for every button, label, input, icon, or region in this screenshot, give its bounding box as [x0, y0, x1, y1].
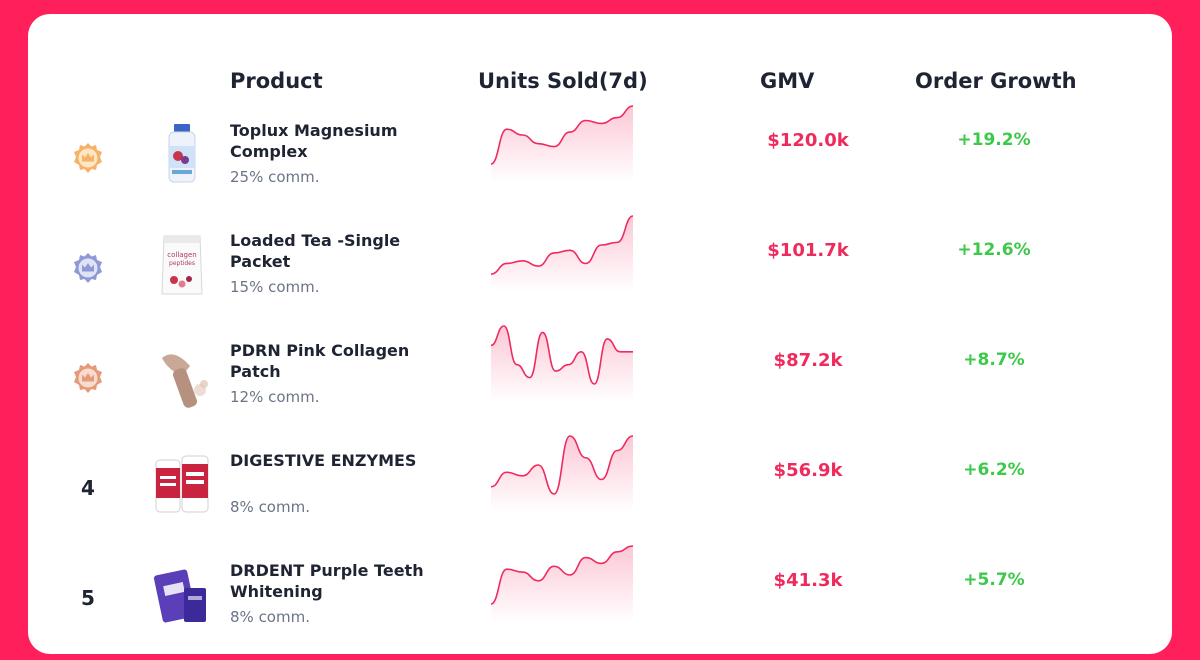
- header-product: Product: [230, 69, 323, 93]
- order-growth-value: +5.7%: [963, 570, 1025, 590]
- sparkline-chart: [490, 542, 634, 622]
- header-order-growth: Order Growth: [915, 69, 1077, 93]
- product-row[interactable]: 5 DRDENT Purple Teeth Whitening 8% comm.…: [28, 545, 1172, 660]
- sparkline-line: [490, 215, 634, 275]
- product-name[interactable]: PDRN Pink Collagen Patch: [230, 341, 410, 381]
- order-growth-value: +19.2%: [957, 130, 1031, 150]
- gmv-value: $87.2k: [773, 350, 843, 371]
- sparkline-area: [491, 546, 633, 622]
- product-name[interactable]: Toplux Magnesium Complex: [230, 121, 398, 161]
- sparkline-line: [490, 545, 634, 605]
- bronze-crown-badge-icon: [72, 362, 104, 394]
- commission-rate: 8% comm.: [230, 608, 310, 626]
- sparkline-svg: [490, 435, 634, 512]
- sparkline-chart: [490, 432, 634, 512]
- commission-rate: 25% comm.: [230, 168, 320, 186]
- sparkline-area: [491, 216, 633, 292]
- product-name[interactable]: DIGESTIVE ENZYMES: [230, 451, 417, 470]
- sparkline-svg: [490, 105, 634, 182]
- sparkline-area: [491, 436, 633, 512]
- gmv-value: $56.9k: [773, 460, 843, 481]
- collagen-peptides-pouch-image: collagen peptides: [152, 230, 212, 300]
- leaderboard-card: Product Units Sold(7d) GMV Order Growth …: [28, 14, 1172, 654]
- sparkline-line: [490, 435, 634, 495]
- order-growth-value: +12.6%: [957, 240, 1031, 260]
- sparkline-svg: [490, 545, 634, 622]
- product-name[interactable]: Loaded Tea -Single Packet: [230, 231, 401, 271]
- rank-number: 5: [81, 586, 95, 610]
- product-row[interactable]: 4 DIGESTIVE ENZYMES 8% comm. $56.9k +6.2…: [28, 435, 1172, 550]
- sparkline-line: [490, 105, 634, 165]
- commission-rate: 12% comm.: [230, 388, 320, 406]
- supplement-bottle-image: [152, 120, 212, 190]
- teeth-whitening-strips-image: [152, 560, 212, 630]
- commission-rate: 15% comm.: [230, 278, 320, 296]
- header-units-sold: Units Sold(7d): [478, 69, 648, 93]
- svg-text:collagen: collagen: [167, 251, 197, 259]
- sparkline-chart: [490, 212, 634, 292]
- product-name[interactable]: DRDENT Purple Teeth Whitening: [230, 561, 424, 601]
- order-growth-value: +8.7%: [963, 350, 1025, 370]
- commission-rate: 8% comm.: [230, 498, 310, 516]
- header-gmv: GMV: [760, 69, 815, 93]
- digestive-enzymes-bottles-image: [152, 450, 212, 520]
- sparkline-area: [491, 326, 633, 402]
- sparkline-svg: [490, 215, 634, 292]
- sparkline-chart: [490, 322, 634, 402]
- product-row[interactable]: PDRN Pink Collagen Patch 12% comm. $87.2…: [28, 325, 1172, 440]
- rank-number: 4: [81, 476, 95, 500]
- gmv-value: $101.7k: [767, 240, 849, 261]
- order-growth-value: +6.2%: [963, 460, 1025, 480]
- gmv-value: $41.3k: [773, 570, 843, 591]
- sparkline-svg: [490, 325, 633, 402]
- sparkline-area: [491, 106, 633, 182]
- silver-crown-badge-icon: [72, 252, 104, 284]
- gmv-value: $120.0k: [767, 130, 849, 151]
- gold-crown-badge-icon: [72, 142, 104, 174]
- sparkline-line: [490, 325, 633, 385]
- svg-text:peptides: peptides: [169, 260, 195, 267]
- cosmetic-stick-image: [152, 340, 212, 410]
- product-row[interactable]: Toplux Magnesium Complex 25% comm. $120.…: [28, 105, 1172, 220]
- product-row[interactable]: collagen peptides Loaded Tea -Single Pac…: [28, 215, 1172, 330]
- sparkline-chart: [490, 102, 634, 182]
